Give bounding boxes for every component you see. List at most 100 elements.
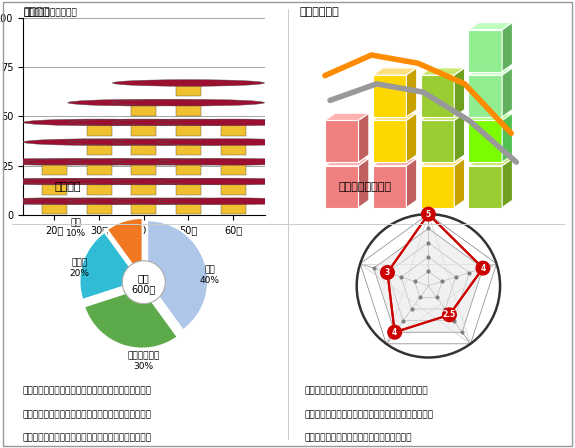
Text: 必要
40%: 必要 40%	[200, 265, 220, 285]
Circle shape	[68, 159, 220, 165]
Polygon shape	[325, 166, 359, 207]
Polygon shape	[325, 113, 369, 121]
Bar	[86, 203, 112, 215]
Bar	[176, 105, 201, 116]
Bar	[176, 144, 201, 155]
Bar	[131, 184, 156, 195]
Circle shape	[421, 207, 435, 221]
Bar	[86, 164, 112, 175]
Polygon shape	[325, 121, 359, 162]
Circle shape	[68, 119, 220, 126]
Bar	[86, 184, 112, 195]
Polygon shape	[325, 159, 369, 166]
Bar	[131, 203, 156, 215]
Polygon shape	[469, 121, 502, 162]
Circle shape	[23, 159, 175, 165]
Text: 棒グラフでは商品をアイコン化してグラフにすると比: 棒グラフでは商品をアイコン化してグラフにすると比	[22, 386, 151, 396]
Text: 2.5: 2.5	[443, 310, 456, 319]
Circle shape	[113, 178, 264, 185]
Bar	[42, 203, 67, 215]
Text: ときどき必要
30%: ときどき必要 30%	[128, 351, 160, 371]
Polygon shape	[421, 166, 454, 207]
Polygon shape	[407, 159, 417, 207]
Circle shape	[122, 261, 165, 304]
Bar	[221, 184, 246, 195]
Text: 不要
10%: 不要 10%	[66, 219, 86, 238]
Polygon shape	[469, 113, 512, 121]
Circle shape	[23, 198, 175, 205]
Text: 円グラフ: 円グラフ	[54, 182, 80, 192]
Polygon shape	[454, 113, 465, 162]
Text: 4: 4	[392, 328, 397, 337]
Text: 5: 5	[426, 210, 431, 219]
Polygon shape	[421, 113, 465, 121]
Circle shape	[0, 159, 131, 165]
Polygon shape	[502, 22, 512, 72]
Polygon shape	[469, 159, 512, 166]
Polygon shape	[421, 159, 465, 166]
Circle shape	[68, 198, 220, 205]
Polygon shape	[407, 68, 417, 117]
Polygon shape	[359, 113, 369, 162]
Circle shape	[476, 261, 490, 275]
Bar	[176, 125, 201, 136]
Circle shape	[157, 119, 309, 126]
Circle shape	[157, 178, 309, 185]
Circle shape	[0, 198, 131, 205]
Circle shape	[113, 198, 264, 205]
Polygon shape	[454, 68, 465, 117]
Bar	[176, 184, 201, 195]
Circle shape	[388, 325, 401, 339]
Bar	[176, 164, 201, 175]
Circle shape	[113, 159, 264, 165]
Circle shape	[23, 119, 175, 126]
Circle shape	[68, 178, 220, 185]
Polygon shape	[421, 68, 465, 75]
Text: 600名: 600名	[132, 284, 156, 294]
Polygon shape	[502, 159, 512, 207]
Wedge shape	[107, 218, 143, 267]
Wedge shape	[79, 232, 132, 300]
Polygon shape	[373, 159, 417, 166]
Text: して量に差をつけると違いを把握しやすくできます。: して量に差をつけると違いを把握しやすくできます。	[22, 434, 151, 443]
Circle shape	[23, 178, 175, 185]
Bar	[42, 164, 67, 175]
Text: ると、分布と比較がわかりやすくなります。: ると、分布と比較がわかりやすくなります。	[304, 434, 412, 443]
Polygon shape	[373, 121, 407, 162]
Circle shape	[113, 119, 264, 126]
Polygon shape	[373, 75, 407, 117]
Wedge shape	[147, 220, 208, 331]
Polygon shape	[469, 166, 502, 207]
Polygon shape	[469, 75, 502, 117]
Circle shape	[113, 139, 264, 146]
Text: 折れ線グラフは立体化すると、線が見やすくなりま: 折れ線グラフは立体化すると、線が見やすくなりま	[304, 386, 428, 396]
Bar	[221, 125, 246, 136]
Bar	[86, 144, 112, 155]
Text: 折れ線グラフ: 折れ線グラフ	[299, 7, 339, 17]
Text: 棒グラフ: 棒グラフ	[23, 7, 49, 17]
Wedge shape	[84, 292, 178, 349]
Bar	[86, 125, 112, 136]
Circle shape	[157, 139, 309, 146]
Bar	[176, 85, 201, 96]
Polygon shape	[373, 166, 407, 207]
Text: 4: 4	[480, 263, 485, 272]
Polygon shape	[502, 113, 512, 162]
Bar	[221, 203, 246, 215]
Circle shape	[0, 178, 131, 185]
Bar	[131, 144, 156, 155]
Polygon shape	[454, 159, 465, 207]
Circle shape	[113, 80, 264, 86]
Text: す。レーダーチャートは基準線とパラメーターを重ね: す。レーダーチャートは基準線とパラメーターを重ね	[304, 410, 433, 419]
Bar	[42, 184, 67, 195]
Text: 3: 3	[385, 268, 390, 277]
Polygon shape	[359, 159, 369, 207]
Polygon shape	[421, 75, 454, 117]
Text: 合計: 合計	[138, 273, 150, 283]
Polygon shape	[374, 228, 483, 332]
Bar	[131, 125, 156, 136]
Circle shape	[157, 198, 309, 205]
Polygon shape	[421, 121, 454, 162]
Circle shape	[23, 139, 175, 146]
Bar	[131, 164, 156, 175]
